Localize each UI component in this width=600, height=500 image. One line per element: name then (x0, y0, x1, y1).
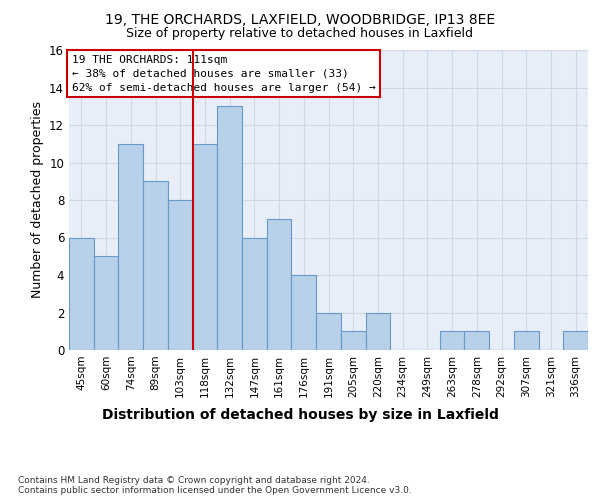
Bar (341, 331, 365, 350)
Bar (217, 106, 242, 350)
Bar (464, 331, 489, 350)
Text: 19 THE ORCHARDS: 111sqm
← 38% of detached houses are smaller (33)
62% of semi-de: 19 THE ORCHARDS: 111sqm ← 38% of detache… (71, 54, 376, 92)
Y-axis label: Number of detached properties: Number of detached properties (31, 102, 44, 298)
Bar (440, 331, 464, 350)
Bar (242, 238, 267, 350)
Bar (168, 200, 193, 350)
Bar (94, 256, 118, 350)
Text: Contains HM Land Registry data © Crown copyright and database right 2024.
Contai: Contains HM Land Registry data © Crown c… (18, 476, 412, 495)
Bar (267, 219, 292, 350)
Bar (118, 144, 143, 350)
Bar (514, 331, 539, 350)
Text: 19, THE ORCHARDS, LAXFIELD, WOODBRIDGE, IP13 8EE: 19, THE ORCHARDS, LAXFIELD, WOODBRIDGE, … (105, 12, 495, 26)
Bar (193, 144, 217, 350)
Bar (143, 181, 168, 350)
Text: Distribution of detached houses by size in Laxfield: Distribution of detached houses by size … (101, 408, 499, 422)
Bar (69, 238, 94, 350)
Bar (316, 312, 341, 350)
Text: Size of property relative to detached houses in Laxfield: Size of property relative to detached ho… (127, 28, 473, 40)
Bar (292, 275, 316, 350)
Bar (563, 331, 588, 350)
Bar (365, 312, 390, 350)
